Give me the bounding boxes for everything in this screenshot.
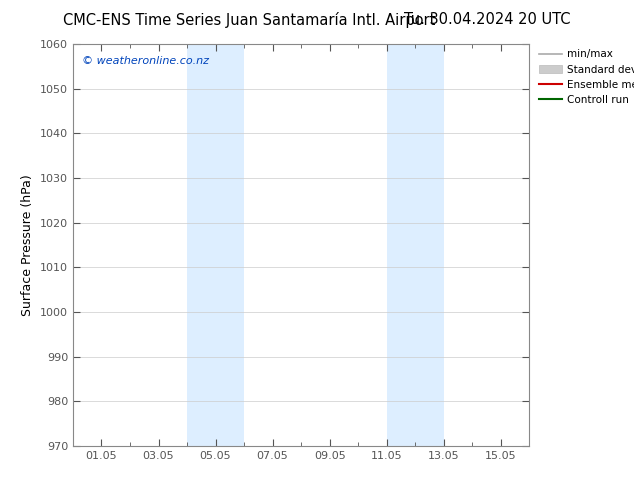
Y-axis label: Surface Pressure (hPa): Surface Pressure (hPa): [22, 174, 34, 316]
Bar: [387, 44, 415, 446]
Text: Tu. 30.04.2024 20 UTC: Tu. 30.04.2024 20 UTC: [404, 12, 571, 27]
Text: © weatheronline.co.nz: © weatheronline.co.nz: [82, 56, 209, 66]
Bar: [415, 44, 444, 446]
Text: CMC-ENS Time Series Juan Santamaría Intl. Airport: CMC-ENS Time Series Juan Santamaría Intl…: [63, 12, 436, 28]
Bar: [187, 44, 244, 446]
Legend: min/max, Standard deviation, Ensemble mean run, Controll run: min/max, Standard deviation, Ensemble me…: [539, 49, 634, 105]
